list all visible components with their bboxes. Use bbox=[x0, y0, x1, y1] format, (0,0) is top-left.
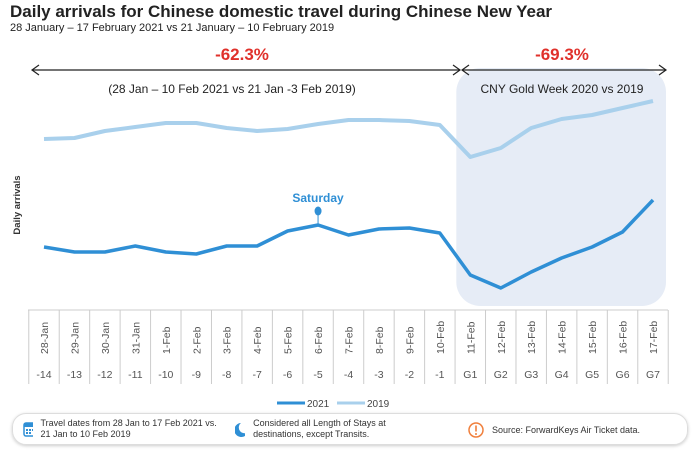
x-tick-label: 1-Feb bbox=[161, 326, 173, 354]
footer-text: Source: ForwardKeys Air Ticket data. bbox=[492, 424, 641, 435]
x-day-label: -11 bbox=[128, 369, 143, 381]
x-day-label: G4 bbox=[555, 369, 569, 381]
x-day-label: -14 bbox=[36, 369, 51, 381]
right-period-label: CNY Gold Week 2020 vs 2019 bbox=[481, 82, 644, 96]
x-day-label: -6 bbox=[283, 369, 292, 381]
x-tick-label: 3-Feb bbox=[222, 326, 234, 354]
x-day-label: G3 bbox=[524, 369, 538, 381]
x-tick-label: 6-Feb bbox=[313, 326, 325, 354]
period-arrow-left-head-right bbox=[452, 64, 462, 76]
left-period-label: (28 Jan – 10 Feb 2021 vs 21 Jan -3 Feb 2… bbox=[108, 82, 356, 96]
x-day-label: -12 bbox=[97, 369, 112, 381]
x-day-label: G5 bbox=[585, 369, 599, 381]
footer-item: Travel dates from 28 Jan to 17 Feb 2021 … bbox=[23, 418, 223, 440]
x-day-label: -4 bbox=[344, 369, 353, 381]
x-tick-label: 29-Jan bbox=[69, 322, 81, 354]
x-tick-label: 13-Feb bbox=[526, 321, 538, 354]
x-tick-label: 2-Feb bbox=[191, 326, 203, 354]
gold-week-highlight bbox=[456, 68, 666, 306]
x-tick-label: 16-Feb bbox=[618, 321, 630, 354]
period-arrow-right-head-right bbox=[658, 64, 668, 76]
x-tick-label: 5-Feb bbox=[283, 326, 295, 354]
x-day-label: -7 bbox=[252, 369, 261, 381]
x-day-label: -8 bbox=[222, 369, 231, 381]
x-day-label: G7 bbox=[646, 369, 660, 381]
x-day-label: -9 bbox=[192, 369, 201, 381]
x-tick-label: 31-Jan bbox=[130, 322, 142, 354]
footer-item: Source: ForwardKeys Air Ticket data. bbox=[468, 422, 683, 438]
marker-dot bbox=[314, 206, 322, 216]
footer-text: Considered all Length of Stays at destin… bbox=[253, 418, 386, 439]
x-tick-label: 30-Jan bbox=[100, 322, 112, 354]
moon-icon bbox=[235, 423, 246, 437]
marker-label: Saturday bbox=[292, 191, 344, 205]
x-day-label: -1 bbox=[435, 369, 444, 381]
footer-notes: Travel dates from 28 Jan to 17 Feb 2021 … bbox=[12, 413, 688, 445]
x-day-label: -13 bbox=[67, 369, 82, 381]
x-tick-label: 8-Feb bbox=[374, 326, 386, 354]
x-tick-label: 10-Feb bbox=[435, 321, 447, 354]
series-line-2021 bbox=[43, 198, 655, 290]
legend-label-2021: 2021 bbox=[307, 399, 330, 410]
x-tick-label: 7-Feb bbox=[344, 326, 356, 354]
x-tick-label: 28-Jan bbox=[39, 322, 51, 354]
period-arrow-left-head-left bbox=[30, 64, 40, 76]
chart-title: Daily arrivals for Chinese domestic trav… bbox=[10, 2, 553, 21]
x-tick-label: 14-Feb bbox=[557, 321, 569, 354]
x-day-label: -2 bbox=[405, 369, 414, 381]
x-day-label: -5 bbox=[313, 369, 322, 381]
x-tick-label: 17-Feb bbox=[648, 321, 660, 354]
chart-subtitle: 28 January – 17 February 2021 vs 21 Janu… bbox=[10, 22, 335, 34]
x-tick-label: 4-Feb bbox=[252, 326, 264, 354]
left-change-label: -62.3% bbox=[215, 45, 269, 64]
calendar-icon bbox=[23, 422, 33, 437]
x-day-label: G6 bbox=[616, 369, 630, 381]
x-day-label: -3 bbox=[374, 369, 383, 381]
alert-icon bbox=[468, 422, 484, 438]
x-day-label: G1 bbox=[463, 369, 477, 381]
footer-text: Travel dates from 28 Jan to 17 Feb 2021 … bbox=[40, 418, 217, 439]
series-line-2019 bbox=[43, 99, 654, 159]
x-tick-label: 11-Feb bbox=[465, 321, 477, 354]
footer-item: Considered all Length of Stays at destin… bbox=[235, 418, 435, 440]
x-tick-label: 9-Feb bbox=[404, 326, 416, 354]
x-tick-label: 12-Feb bbox=[496, 321, 508, 354]
x-day-label: -10 bbox=[158, 369, 173, 381]
legend-label-2019: 2019 bbox=[367, 399, 390, 410]
period-arrow-right-head-left bbox=[460, 64, 470, 76]
y-axis-label: Daily arrivals bbox=[12, 175, 23, 234]
right-change-label: -69.3% bbox=[535, 45, 589, 64]
x-day-label: G2 bbox=[494, 369, 508, 381]
x-tick-label: 15-Feb bbox=[587, 321, 599, 354]
